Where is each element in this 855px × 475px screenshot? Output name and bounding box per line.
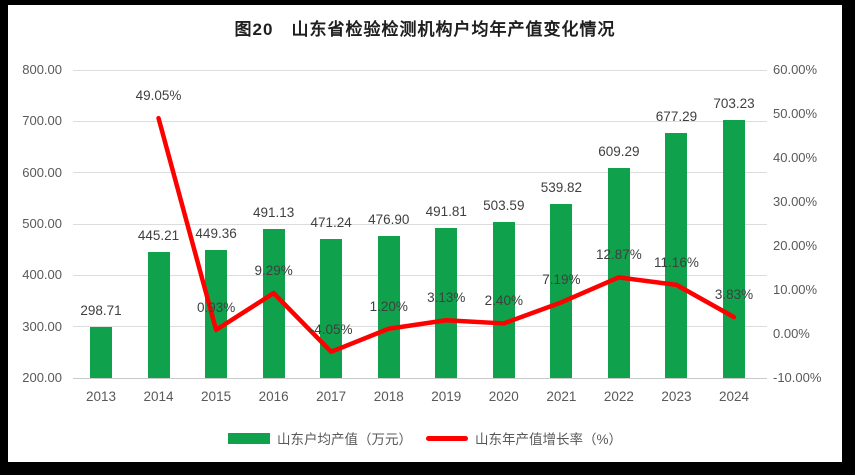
right-axis-tick-label: 0.00%	[773, 326, 810, 341]
x-axis-tick-label: 2016	[258, 389, 289, 404]
left-axis-tick-label: 300.00	[22, 318, 62, 334]
gridline	[73, 69, 767, 71]
right-axis-tick-label: 50.00%	[773, 106, 818, 121]
bar-value-label: 609.29	[598, 143, 640, 159]
left-axis-tick-label: 800.00	[22, 62, 62, 77]
x-axis-tick-label: 2015	[201, 389, 232, 404]
bar	[550, 203, 573, 378]
left-axis-tick-label: 600.00	[22, 164, 62, 180]
x-axis-tick-label: 2021	[546, 389, 577, 404]
left-axis-tick-label: 700.00	[22, 113, 62, 129]
line-point-label: 49.05%	[135, 88, 182, 104]
line-point-label: 9.29%	[254, 263, 293, 279]
line-point-label: 12.87%	[596, 247, 642, 263]
right-axis-tick-label: 20.00%	[773, 238, 818, 253]
x-axis-tick-label: 2013	[85, 389, 117, 404]
line-series-swatch-icon	[425, 435, 468, 441]
gridline	[73, 377, 767, 379]
bar-value-label: 677.29	[655, 108, 698, 124]
right-axis-tick-label: 40.00%	[773, 150, 818, 165]
right-axis-tick-label: 60.00%	[773, 62, 818, 77]
bar-value-label: 445.21	[137, 228, 180, 244]
gridline	[73, 172, 767, 174]
bar-value-label: 449.36	[195, 225, 237, 241]
line-point-label: 7.19%	[542, 272, 581, 288]
line-point-label: 1.20%	[369, 298, 408, 314]
line-point-label: 3.13%	[427, 290, 466, 306]
line-point-label: 3.83%	[714, 287, 754, 303]
legend-item-line-series: 山东年产值增长率（%）	[425, 428, 622, 448]
x-axis-tick-label: 2020	[488, 389, 519, 404]
line-point-label: 11.16%	[654, 254, 699, 270]
bar-value-label: 703.23	[713, 95, 755, 111]
line-point-label: 0.93%	[196, 299, 236, 315]
bar	[262, 228, 285, 378]
left-axis-tick-label: 400.00	[22, 267, 62, 283]
right-axis-tick-label: -10.00%	[773, 370, 822, 385]
left-axis-tick-label: 500.00	[22, 216, 62, 231]
bar	[147, 252, 170, 378]
legend-label-line-series: 山东年产值增长率（%）	[474, 432, 622, 447]
legend-item-bar-series: 山东户均产值（万元）	[227, 428, 412, 448]
chart-title: 图20 山东省检验检测机构户均年产值变化情况	[234, 20, 616, 39]
right-axis-tick-label: 10.00%	[773, 282, 818, 297]
bar-value-label: 491.81	[425, 204, 467, 220]
legend-label-bar-series: 山东户均产值（万元）	[276, 432, 412, 447]
x-axis-tick-label: 2019	[431, 389, 462, 404]
gridline	[73, 326, 767, 328]
gridline	[73, 274, 767, 276]
chart-legend: 山东户均产值（万元） 山东年产值增长率（%）	[8, 427, 842, 449]
bar-value-label: 491.13	[252, 204, 295, 220]
x-axis-tick-label: 2017	[316, 389, 347, 404]
x-axis-tick-label: 2023	[661, 389, 692, 404]
bar	[607, 167, 630, 378]
bar-value-label: 471.24	[310, 214, 352, 230]
bar-series-swatch-icon	[227, 432, 270, 444]
x-axis-tick-label: 2022	[603, 389, 634, 404]
right-axis-tick-label: 30.00%	[773, 194, 818, 209]
bar-value-label: 503.59	[483, 198, 525, 214]
x-axis-tick-label: 2024	[718, 389, 750, 404]
line-point-label: 2.40%	[484, 293, 523, 309]
bar	[320, 238, 343, 378]
left-axis-tick-label: 200.00	[22, 370, 62, 385]
x-axis-tick-label: 2018	[373, 389, 404, 404]
bar	[90, 327, 112, 378]
bar-value-label: 298.71	[80, 303, 122, 319]
bar	[723, 119, 745, 378]
x-axis-tick-label: 2014	[143, 389, 174, 404]
bar-value-label: 539.82	[540, 179, 582, 195]
bar-value-label: 476.90	[368, 211, 410, 227]
line-point-label: -4.05%	[309, 321, 353, 337]
